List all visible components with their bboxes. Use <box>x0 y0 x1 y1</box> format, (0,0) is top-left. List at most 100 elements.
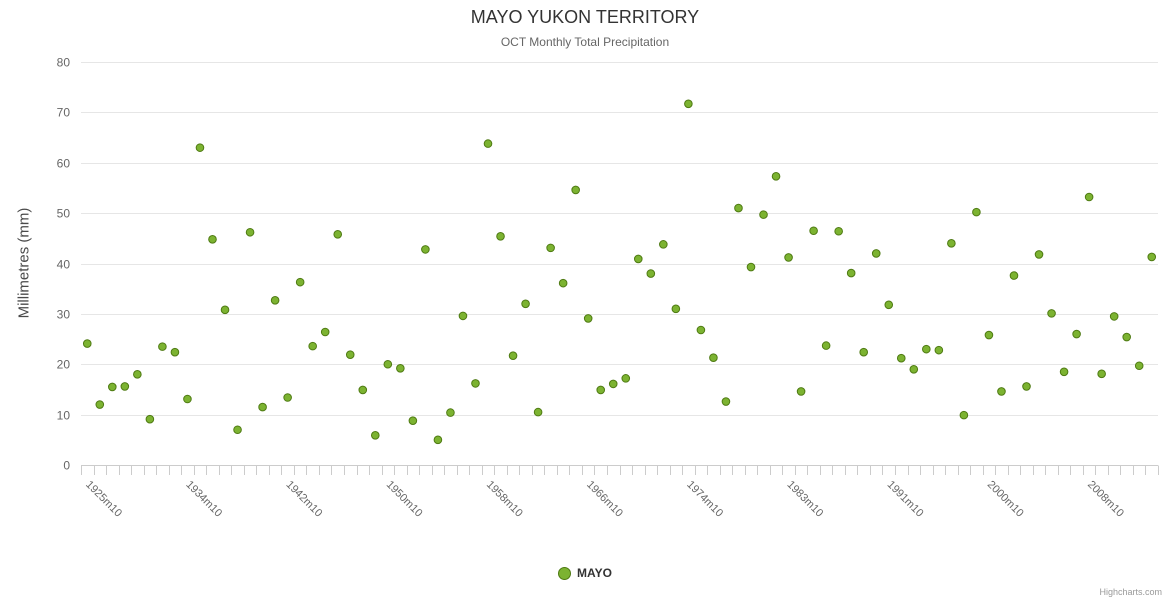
data-point[interactable] <box>220 305 230 315</box>
data-point[interactable] <box>759 210 768 219</box>
data-point[interactable] <box>1047 309 1056 318</box>
data-point[interactable] <box>1034 250 1044 259</box>
data-point[interactable] <box>671 304 681 314</box>
data-point[interactable] <box>133 370 142 379</box>
data-point[interactable] <box>108 382 117 392</box>
data-point[interactable] <box>270 295 280 305</box>
data-point[interactable] <box>320 327 330 337</box>
data-point[interactable] <box>358 385 368 395</box>
data-point[interactable] <box>1084 192 1094 202</box>
data-point[interactable] <box>82 339 92 348</box>
data-point[interactable] <box>784 253 793 262</box>
data-point[interactable] <box>333 229 343 239</box>
data-point[interactable] <box>546 243 555 253</box>
data-point[interactable] <box>583 314 593 323</box>
data-point[interactable] <box>1147 252 1157 262</box>
data-point[interactable] <box>345 350 355 359</box>
data-point[interactable] <box>922 344 931 354</box>
data-point[interactable] <box>245 227 255 237</box>
data-point[interactable] <box>1122 332 1131 342</box>
data-point[interactable] <box>396 363 405 373</box>
data-point[interactable] <box>871 249 881 258</box>
data-point[interactable] <box>696 325 706 335</box>
highcharts-credit[interactable]: Highcharts.com <box>1099 587 1162 597</box>
data-point[interactable] <box>446 408 455 417</box>
data-point[interactable] <box>1022 382 1031 391</box>
x-axis-label: 2000m10 <box>985 479 1026 520</box>
data-point[interactable] <box>1097 369 1106 379</box>
data-point[interactable] <box>571 185 580 195</box>
data-point[interactable] <box>95 400 105 409</box>
data-point[interactable] <box>183 394 192 404</box>
data-point[interactable] <box>1134 361 1144 371</box>
data-point[interactable] <box>959 410 969 420</box>
x-axis-label: 1983m10 <box>784 479 825 520</box>
data-point[interactable] <box>233 425 242 435</box>
data-point[interactable] <box>934 345 944 355</box>
x-axis-label: 1942m10 <box>284 479 325 520</box>
data-point[interactable] <box>884 300 894 310</box>
data-point[interactable] <box>308 341 317 351</box>
y-axis-label: 30 <box>57 308 71 322</box>
data-point[interactable] <box>633 254 643 264</box>
y-axis-label: 60 <box>57 157 71 171</box>
data-point[interactable] <box>1009 271 1019 280</box>
data-point[interactable] <box>796 387 806 396</box>
data-point[interactable] <box>170 347 180 357</box>
data-point[interactable] <box>1109 312 1119 321</box>
data-point[interactable] <box>997 387 1006 396</box>
data-point[interactable] <box>1072 329 1081 339</box>
legend-item-mayo[interactable]: MAYO <box>0 566 1170 580</box>
data-point[interactable] <box>458 311 468 321</box>
data-point[interactable] <box>195 143 205 152</box>
data-point[interactable] <box>1059 367 1069 377</box>
data-point[interactable] <box>846 268 856 278</box>
data-point[interactable] <box>947 239 956 248</box>
data-point[interactable] <box>521 299 530 309</box>
data-point[interactable] <box>145 414 155 424</box>
data-point[interactable] <box>646 269 656 278</box>
data-point[interactable] <box>859 347 869 357</box>
data-point[interactable] <box>896 353 906 363</box>
data-point[interactable] <box>771 172 781 181</box>
data-point[interactable] <box>471 379 480 388</box>
data-point[interactable] <box>533 407 543 417</box>
data-point[interactable] <box>295 277 305 287</box>
x-axis-label: 2008m10 <box>1085 479 1126 520</box>
x-axis-label: 1991m10 <box>885 479 926 520</box>
x-axis-label: 1925m10 <box>83 479 124 520</box>
data-point[interactable] <box>283 393 292 402</box>
data-point[interactable] <box>821 341 831 350</box>
data-point[interactable] <box>909 364 919 374</box>
data-point[interactable] <box>608 379 618 389</box>
data-point[interactable] <box>684 99 693 109</box>
data-point[interactable] <box>483 139 493 148</box>
data-point[interactable] <box>834 226 843 236</box>
data-point[interactable] <box>596 385 606 395</box>
data-point[interactable] <box>972 207 981 217</box>
data-point[interactable] <box>984 330 994 340</box>
data-point[interactable] <box>383 359 393 369</box>
data-point[interactable] <box>621 374 631 383</box>
data-point[interactable] <box>433 435 443 445</box>
y-axis-label: 0 <box>63 459 70 473</box>
data-point[interactable] <box>158 342 167 351</box>
data-point[interactable] <box>496 231 505 241</box>
data-point[interactable] <box>508 351 518 360</box>
data-point[interactable] <box>120 382 130 391</box>
data-point[interactable] <box>421 245 430 254</box>
data-point[interactable] <box>746 262 756 272</box>
data-point[interactable] <box>408 416 418 425</box>
data-point[interactable] <box>208 235 217 244</box>
data-point[interactable] <box>370 430 380 440</box>
data-point[interactable] <box>709 353 718 363</box>
data-point[interactable] <box>558 278 568 288</box>
y-axis-title: Millimetres (mm) <box>15 207 33 319</box>
data-point[interactable] <box>734 203 743 213</box>
data-point[interactable] <box>258 402 267 412</box>
data-point[interactable] <box>721 397 731 406</box>
data-point[interactable] <box>659 240 668 249</box>
data-point[interactable] <box>809 226 818 236</box>
